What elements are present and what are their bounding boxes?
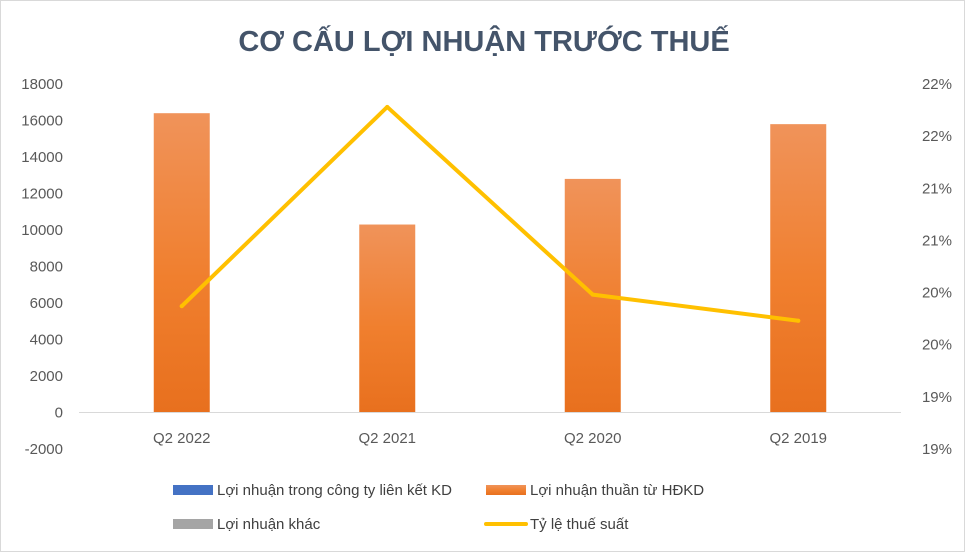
legend-label: Lợi nhuận trong công ty liên kết KD	[217, 482, 452, 499]
left-tick-label: 14000	[21, 149, 63, 166]
legend-swatch	[173, 519, 213, 529]
left-tick-label: 0	[55, 405, 63, 422]
tax-rate-line	[179, 104, 801, 323]
right-axis: 19% 19% 20% 20% 21% 21% 22% 22%	[922, 76, 952, 458]
legend-label: Lợi nhuận khác	[217, 516, 321, 533]
category-label: Q2 2019	[769, 430, 827, 447]
line-point	[179, 304, 184, 309]
bar-q2-2021	[359, 224, 416, 413]
category-label: Q2 2021	[358, 430, 416, 447]
right-tick-label: 22%	[922, 128, 952, 145]
right-tick-label: 21%	[922, 232, 952, 249]
line-tax-rate	[179, 104, 801, 323]
line-point	[796, 318, 801, 323]
right-tick-label: 19%	[922, 389, 952, 406]
right-tick-label: 21%	[922, 180, 952, 197]
category-axis: Q2 2022 Q2 2021 Q2 2020 Q2 2019	[153, 430, 827, 447]
left-tick-label: 16000	[21, 113, 63, 130]
left-tick-label: 8000	[30, 259, 63, 276]
legend-swatch	[173, 485, 213, 495]
line-point	[590, 292, 595, 297]
legend: Lợi nhuận trong công ty liên kết KD Lợi n…	[173, 482, 704, 533]
legend-label: Tỷ lệ thuế suất	[530, 516, 629, 533]
right-tick-label: 22%	[922, 76, 952, 93]
bar-q2-2019	[770, 124, 827, 413]
left-tick-label: 18000	[21, 76, 63, 93]
left-tick-label: 4000	[30, 332, 63, 349]
chart-title: CƠ CẤU LỢI NHUẬN TRƯỚC THUẾ	[238, 24, 729, 58]
left-tick-label: 12000	[21, 186, 63, 203]
bar-q2-2022	[153, 113, 210, 413]
right-tick-label: 19%	[922, 441, 952, 458]
right-tick-label: 20%	[922, 285, 952, 302]
legend-label: Lợi nhuận thuần từ HĐKD	[530, 482, 704, 499]
left-tick-label: -2000	[25, 441, 63, 458]
line-point	[385, 104, 390, 109]
left-tick-label: 10000	[21, 222, 63, 239]
right-tick-label: 20%	[922, 337, 952, 354]
category-label: Q2 2022	[153, 430, 211, 447]
left-tick-label: 2000	[30, 368, 63, 385]
bars	[153, 113, 827, 413]
legend-swatch	[486, 485, 526, 495]
left-axis: -2000 0 2000 4000 6000 8000 10000 12000 14000 160…	[21, 76, 63, 458]
category-label: Q2 2020	[564, 430, 622, 447]
left-tick-label: 6000	[30, 295, 63, 312]
